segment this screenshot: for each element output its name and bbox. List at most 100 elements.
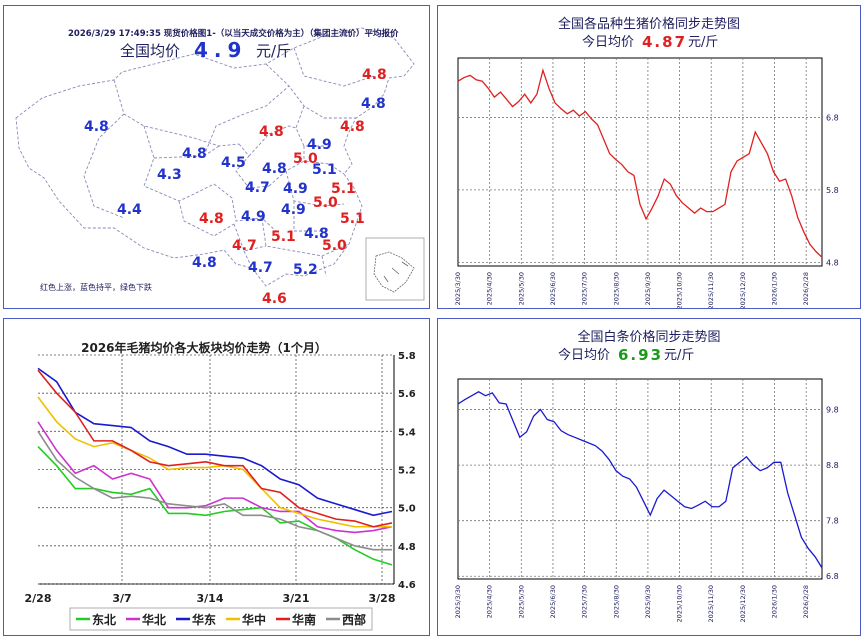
x-tick-label: 2026/1/30: [771, 585, 779, 618]
x-tick-label: 2025/12/30: [739, 585, 747, 622]
x-tick-label: 2025/11/30: [707, 585, 715, 622]
map-legend-note: 红色上涨，蓝色持平，绿色下跌: [40, 282, 152, 292]
x-tick-label: 2025/6/30: [549, 272, 557, 305]
live-pig-panel: 全国各品种生猪价格同步走势图 今日均价 4.87 元/斤 2025/3/30 20…: [437, 5, 861, 309]
y-tick-label: 5.0: [398, 504, 416, 515]
y-tick-label: 6.8: [826, 113, 839, 122]
legend-label: 华南: [292, 612, 316, 627]
live-pig-plot: 2025/3/30 2025/4/30 2025/5/30 2025/6/30 2025…: [454, 57, 839, 308]
x-tick-label: 2025/8/30: [612, 272, 620, 305]
region-price: 4.8: [262, 161, 287, 177]
region-price: 4.8: [362, 67, 387, 83]
series-line: [37, 367, 393, 517]
map-header: 2026/3/29 17:49:35 现货价格图1-（以当天成交价格为主）（集团…: [68, 28, 399, 39]
plot-frame: [457, 378, 823, 580]
live-pig-today-label: 今日均价: [582, 34, 634, 50]
y-tick-label: 4.8: [826, 258, 839, 267]
series-line: [37, 396, 392, 528]
region-price: 4.6: [262, 291, 287, 307]
y-tick-label: 9.8: [826, 406, 839, 415]
inset-map-outline: [373, 251, 415, 293]
x-tick-label: 2025/11/30: [707, 272, 715, 308]
legend-box: [69, 607, 373, 631]
x-tick-label: 2026/1/30: [771, 272, 779, 305]
white-strip-chart: 全国白条价格同步走势图 今日均价 6.93 元/斤 2025/3/30 2025/…: [454, 329, 839, 622]
live-pig-title: 全国各品种生猪价格同步走势图: [558, 16, 740, 32]
x-tick-label: 3/28: [369, 592, 396, 605]
map-panel: 2026/3/29 17:49:35 现货价格图1-（以当天成交价格为主）（集团…: [3, 5, 430, 309]
region-price: 5.1: [312, 162, 337, 178]
white-strip-today-label: 今日均价: [558, 347, 610, 363]
white-strip-plot: 2025/3/30 2025/4/30 2025/5/30 2025/6/30 2025…: [454, 378, 839, 622]
y-tick-label: 6.8: [826, 572, 839, 581]
legend-label: 华中: [242, 612, 266, 627]
plot-frame: [457, 57, 823, 267]
x-tick-label: 2025/3/30: [454, 585, 462, 618]
y-tick-label: 8.8: [826, 461, 839, 470]
y-tick-label: 5.4: [398, 427, 416, 438]
white-strip-title: 全国白条价格同步走势图: [577, 329, 720, 345]
live-pig-chart: 全国各品种生猪价格同步走势图 今日均价 4.87 元/斤 2025/3/30 20…: [454, 16, 839, 308]
x-tick-label: 2025/8/30: [612, 585, 620, 618]
price-line: [457, 391, 823, 569]
region-price: 4.7: [232, 238, 257, 254]
x-tick-label: 2025/10/30: [676, 585, 684, 622]
region-price: 4.8: [199, 211, 224, 227]
region-price: 4.8: [340, 119, 365, 135]
national-average-label: 全国均价: [120, 42, 180, 60]
national-average-value: 4.9: [194, 38, 247, 62]
y-tick-label: 4.8: [398, 542, 416, 553]
price-line: [457, 68, 823, 258]
region-price: 4.3: [157, 167, 182, 183]
region-price: 5.1: [331, 181, 356, 197]
region-price: 5.1: [271, 229, 296, 245]
x-tick-label: 2025/5/30: [517, 585, 525, 618]
region-price: 4.8: [84, 119, 109, 135]
x-tick-label: 2/28: [25, 592, 52, 605]
region-price: 5.0: [313, 195, 338, 211]
white-strip-panel: 全国白条价格同步走势图 今日均价 6.93 元/斤 2025/3/30 2025/…: [437, 318, 861, 636]
white-strip-unit: 元/斤: [664, 348, 694, 363]
x-tick-label: 2025/3/30: [454, 272, 462, 305]
live-pig-unit: 元/斤: [688, 35, 718, 50]
regional-plot: 4.6 4.8 5.0 5.2 5.4 5.6 5.8 2/28 3/7 3/14 3/21 3/28: [25, 351, 416, 605]
regional-chart: 2026年毛猪均价各大板块均价走势（1个月） 4.6 4.8 5.0 5.2 5.4 5.…: [25, 340, 416, 631]
legend-label: 西部: [342, 612, 366, 627]
china-map: 2026/3/29 17:49:35 现货价格图1-（以当天成交价格为主）（集团…: [15, 27, 425, 307]
legend-label: 东北: [92, 612, 116, 627]
region-price: 5.0: [293, 151, 318, 167]
region-price: 4.9: [281, 202, 306, 218]
region-price: 4.4: [117, 202, 142, 218]
regional-panel: 2026年毛猪均价各大板块均价走势（1个月） 4.6 4.8 5.0 5.2 5.4 5.…: [3, 318, 430, 636]
x-tick-label: 2025/4/30: [486, 585, 494, 618]
region-price: 5.0: [322, 238, 347, 254]
regional-title: 2026年毛猪均价各大板块均价走势（1个月）: [81, 340, 327, 355]
x-tick-label: 2026/2/28: [802, 272, 810, 305]
legend-label: 华北: [142, 612, 166, 627]
region-price: 4.7: [245, 180, 270, 196]
x-tick-label: 2025/5/30: [517, 272, 525, 305]
province-outlines: [15, 27, 415, 287]
region-price: 4.9: [241, 209, 266, 225]
region-prices: 4.84.84.8 4.8 4.84.94.84.5 5.04.3 4.8 5.14.7 4…: [84, 67, 387, 307]
inset-map: [365, 237, 425, 301]
live-pig-today-value: 4.87: [642, 33, 687, 51]
region-price: 4.8: [304, 226, 329, 242]
region-price: 5.1: [340, 211, 365, 227]
y-tick-label: 5.8: [826, 186, 839, 195]
series-line: [37, 369, 393, 528]
region-price: 4.7: [248, 260, 273, 276]
national-average-unit: 元/斤: [256, 42, 291, 60]
region-price: 4.8: [361, 96, 386, 112]
x-tick-label: 2025/6/30: [549, 585, 557, 618]
series-line: [37, 430, 392, 551]
y-tick-label: 5.2: [398, 466, 416, 477]
y-tick-label: 5.8: [398, 351, 416, 362]
x-tick-label: 2025/7/30: [581, 585, 589, 618]
x-tick-label: 2025/7/30: [581, 272, 589, 305]
x-tick-label: 3/14: [197, 592, 224, 605]
x-tick-label: 3/7: [112, 592, 131, 605]
x-tick-label: 2026/2/28: [802, 585, 810, 618]
x-tick-label: 2025/10/30: [676, 272, 684, 308]
y-tick-label: 5.6: [398, 389, 416, 400]
